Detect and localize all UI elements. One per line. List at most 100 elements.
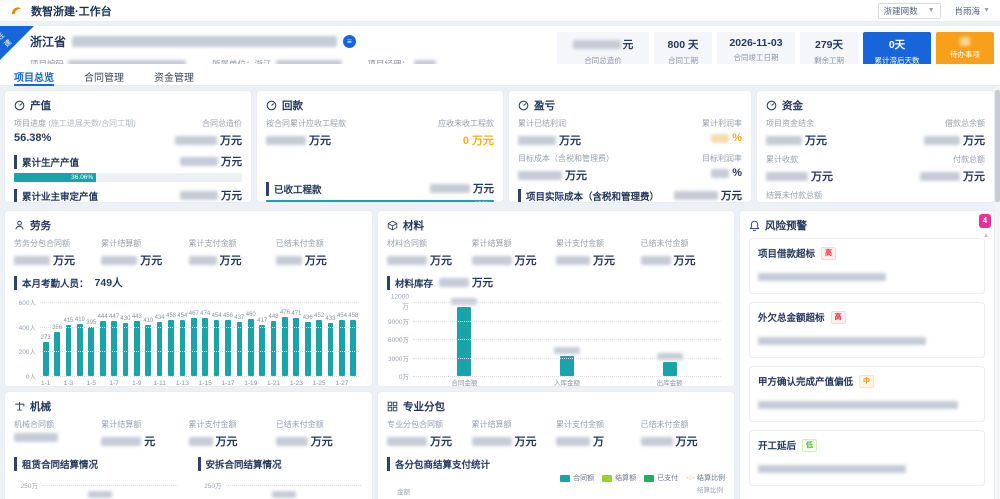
masked-value bbox=[387, 255, 427, 265]
masked-bar-label bbox=[451, 297, 478, 305]
risk-level-badge: 高 bbox=[821, 246, 837, 260]
masked-bar-label bbox=[271, 491, 296, 498]
lease-settlement-chart: 250万 200万 bbox=[14, 475, 180, 499]
attendance-bar bbox=[42, 342, 49, 376]
attendance-bar bbox=[65, 324, 72, 376]
top-bar: 数智浙建·工作台 浙建网数 ▼ 肖雨海 ▼ bbox=[0, 0, 1000, 22]
gauge-icon bbox=[766, 100, 777, 111]
risk-warning-panel: 风险预警 4 ▲ 项目借款超标高 外欠总金额超标高 甲方确认完成产值偏低中 开工… bbox=[739, 210, 995, 499]
progress-bar: 100% bbox=[266, 200, 494, 202]
masked-value bbox=[960, 37, 970, 46]
attendance-bar bbox=[156, 322, 163, 376]
masked-value bbox=[387, 436, 427, 446]
app-title: 数智浙建·工作台 bbox=[31, 5, 112, 18]
legend-swatch-settled bbox=[602, 474, 613, 482]
masked-value bbox=[640, 436, 673, 446]
risk-item[interactable]: 项目借款超标高 bbox=[749, 238, 985, 294]
profit-loss-card: 盈亏 累计已结利润 万元 累计利润率 % 目标成本（含税和管理费） 万元 目标利… bbox=[508, 90, 752, 203]
main-tabs: 项目总览 合同管理 资金管理 bbox=[0, 64, 1000, 86]
attendance-bar bbox=[111, 320, 117, 376]
attendance-bar bbox=[327, 322, 334, 376]
attendance-bar bbox=[282, 317, 288, 376]
attendance-bar bbox=[133, 321, 140, 376]
material-bar bbox=[457, 306, 472, 376]
masked-value bbox=[180, 191, 218, 200]
scroll-up-arrow[interactable]: ▲ bbox=[983, 233, 989, 239]
subcontract-card: 专业分包 专业分包合同额 万元 累计结算额 万元 累计支付金额万 已结未付金额 万元 … bbox=[377, 391, 735, 499]
chart-legend: 合同额 结算额 已支付 -○- 结算比例 bbox=[560, 473, 725, 483]
masked-value bbox=[101, 436, 142, 446]
fund-card: 资金 项目资金结余 万元 借款总余额 万元 累计收款 万元 付款总额 万元 结算… bbox=[756, 90, 995, 203]
attendance-bar bbox=[54, 332, 60, 376]
attendance-bar bbox=[270, 320, 277, 376]
attendance-bar bbox=[190, 318, 197, 376]
risk-level-badge: 高 bbox=[830, 310, 846, 324]
masked-value bbox=[518, 170, 562, 180]
attendance-bar bbox=[236, 322, 243, 376]
attendance-bar bbox=[304, 322, 311, 376]
unpaid-amount: 0 万元 bbox=[462, 135, 494, 147]
attendance-bar bbox=[122, 322, 129, 376]
masked-bar-label bbox=[656, 352, 683, 360]
risk-count-badge: 4 bbox=[979, 214, 991, 228]
alarm-bell-icon bbox=[749, 220, 760, 231]
progress-percent: 56.38% bbox=[14, 132, 52, 144]
masked-value bbox=[14, 433, 58, 442]
attendance-count: 749人 bbox=[94, 277, 123, 289]
risk-item[interactable]: 甲方确认完成产值偏低中 bbox=[749, 366, 985, 422]
masked-description bbox=[758, 273, 886, 281]
risk-item[interactable]: 外欠总金额超标高 bbox=[749, 302, 985, 358]
risk-item[interactable]: 开工延后低 bbox=[749, 430, 985, 486]
subcontract-settlement-chart: 合同额 结算额 已支付 -○-结算比例 结算比例 金额 12000万 90% bbox=[397, 473, 725, 496]
status-ribbon: 在建 bbox=[0, 26, 34, 60]
attendance-bar bbox=[213, 320, 220, 376]
attendance-bar bbox=[339, 320, 345, 376]
masked-value bbox=[188, 255, 217, 265]
legend-swatch-paid bbox=[644, 474, 655, 482]
masked-value bbox=[471, 255, 512, 265]
masked-value bbox=[556, 436, 590, 446]
masked-value bbox=[188, 436, 213, 446]
vertical-scrollbar[interactable] bbox=[995, 86, 1000, 499]
masked-value bbox=[518, 135, 556, 145]
attendance-bar bbox=[202, 317, 209, 376]
attendance-bar bbox=[145, 325, 152, 376]
material-bar-chart: 合同金额 入库金额 出库金额 0万 3000万 6000万 9000万 12000万 bbox=[387, 292, 725, 386]
tab-fund-management[interactable]: 资金管理 bbox=[154, 73, 194, 84]
chevron-down-icon: ▼ bbox=[927, 7, 935, 14]
masked-value bbox=[439, 278, 470, 287]
attendance-bar bbox=[316, 320, 322, 376]
machinery-card: 机械 机械合同额 累计结算额元 累计支付金额 万元 已结未付金额 万元 租赁合同结算… bbox=[4, 391, 373, 499]
masked-bar-label bbox=[88, 491, 113, 498]
install-settlement-chart: 250万 200万 bbox=[198, 475, 364, 499]
user-name: 肖雨海 bbox=[954, 5, 981, 16]
material-card: 材料 材料合同额 万元 累计结算额 万元 累计支付金额 万元 已结未付金额 万元 材料库… bbox=[377, 210, 735, 387]
org-select-value: 浙建网数 bbox=[883, 5, 918, 16]
masked-value bbox=[674, 191, 718, 200]
collection-card: 回款 按合同累计应收工程款 万元 应收未收工程款 0 万元 已收工程款 万元 1… bbox=[256, 90, 504, 203]
masked-value bbox=[640, 255, 671, 265]
masked-value bbox=[924, 135, 960, 145]
masked-value bbox=[920, 171, 960, 181]
project-switch-icon[interactable]: ≡ bbox=[343, 35, 357, 48]
masked-value bbox=[275, 436, 308, 446]
gauge-icon bbox=[266, 100, 277, 111]
risk-level-badge: 中 bbox=[859, 374, 875, 388]
masked-value bbox=[275, 255, 302, 265]
attendance-bar bbox=[179, 320, 186, 376]
org-select-dropdown[interactable]: 浙建网数 ▼ bbox=[877, 2, 941, 19]
masked-description bbox=[758, 401, 958, 409]
tab-contract-management[interactable]: 合同管理 bbox=[84, 73, 124, 84]
masked-value bbox=[101, 255, 138, 265]
attendance-bar bbox=[77, 324, 83, 376]
attendance-bar-chart: 273 1-1 356 415 1-3 419 395 1-5 444 447 1-7 430 443 1… bbox=[18, 300, 359, 387]
masked-value bbox=[711, 168, 730, 178]
app-logo: 数智浙建·工作台 bbox=[10, 3, 112, 19]
tab-project-overview[interactable]: 项目总览 bbox=[14, 64, 54, 86]
scrollbar-thumb[interactable] bbox=[995, 90, 1000, 202]
risk-level-badge: 低 bbox=[802, 438, 818, 452]
user-menu[interactable]: 肖雨海 ▼ bbox=[955, 5, 990, 17]
output-value-card: 产值 项目进度 (施工进展天数/合同工期) 56.38% 合同总造价 万元 累计… bbox=[4, 90, 252, 203]
attendance-bar bbox=[259, 324, 265, 376]
